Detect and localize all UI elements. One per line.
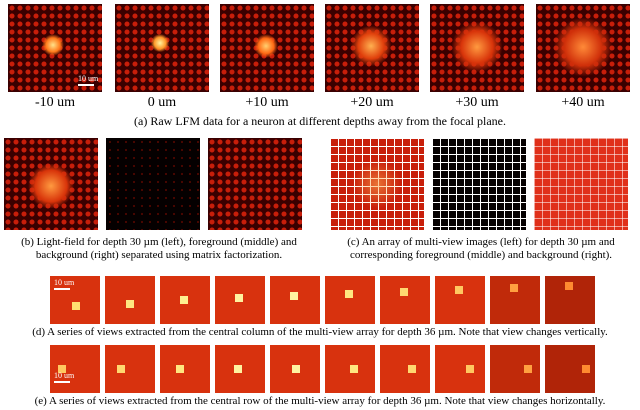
hot-spot: [524, 365, 532, 373]
scale-bar-label: 10 um: [54, 278, 75, 287]
view-tile-d-5: [270, 276, 320, 324]
view-tile-d-6: [325, 276, 375, 324]
hot-spot: [345, 290, 353, 298]
caption-d: (d) A series of views extracted from the…: [32, 326, 608, 338]
hot-spot: [452, 22, 502, 72]
hot-spot: [582, 365, 590, 373]
hot-spot: [234, 365, 242, 373]
hot-spot: [554, 18, 612, 76]
hot-spot: [28, 164, 74, 208]
hot-spot: [350, 365, 358, 373]
hot-spot: [72, 302, 80, 310]
hot-spot: [254, 34, 278, 58]
view-tile-d-2: [105, 276, 155, 324]
hot-spot: [117, 365, 125, 373]
depth-label: +10 um: [245, 95, 289, 110]
hot-spot: [58, 365, 66, 373]
caption-a: (a) Raw LFM data for a neuron at differe…: [134, 114, 506, 128]
view-tile-e-10: [545, 345, 595, 393]
view-tile-d-4: [215, 276, 265, 324]
view-tile-d-1: 10 um: [50, 276, 100, 324]
lfm-panel-plus40: [536, 4, 630, 92]
hot-spot: [565, 282, 573, 290]
multiview-foreground-panel: [432, 138, 526, 230]
caption-c: (c) An array of multi-view images (left)…: [347, 236, 615, 261]
scale-bar: 10 um: [78, 74, 98, 86]
depth-label: +40 um: [561, 95, 605, 110]
hot-spot: [351, 26, 391, 66]
multiview-background-panel: [534, 138, 628, 230]
view-tile-e-3: [160, 345, 210, 393]
lfm-panel-plus10: [220, 4, 314, 92]
view-tile-e-1: 10 um: [50, 345, 100, 393]
view-tile-e-6: [325, 345, 375, 393]
view-tile-d-3: [160, 276, 210, 324]
caption-b: (b) Light-field for depth 30 µm (left), …: [21, 236, 297, 261]
depth-label: 0 um: [147, 95, 177, 110]
view-tile-e-7: [380, 345, 430, 393]
multiview-array-panel: [330, 138, 424, 230]
hot-spot: [455, 286, 463, 294]
depth-label: +30 um: [455, 95, 499, 110]
scale-bar: 10 um: [54, 278, 74, 290]
hot-spot: [180, 296, 188, 304]
hot-spot: [235, 294, 243, 302]
foreground-panel: [106, 138, 200, 230]
hot-spot: [510, 284, 518, 292]
hot-spot: [352, 160, 402, 208]
hot-spot: [290, 292, 298, 300]
hot-spot: [292, 365, 300, 373]
hot-spot: [42, 34, 64, 56]
depth-label: -10 um: [34, 95, 76, 110]
lfm-panel-0: [115, 4, 209, 92]
hot-spot: [151, 34, 169, 52]
hot-spot: [126, 300, 134, 308]
view-tile-e-2: [105, 345, 155, 393]
view-tile-d-10: [545, 276, 595, 324]
depth-label: +20 um: [350, 95, 394, 110]
hot-spot: [176, 365, 184, 373]
scale-bar-label: 10 um: [54, 371, 75, 380]
lfm-panel-plus20: [325, 4, 419, 92]
lfm-panel-plus30: [430, 4, 524, 92]
view-tile-d-9: [490, 276, 540, 324]
scale-bar-label: 10 um: [78, 74, 99, 83]
hot-spot: [400, 288, 408, 296]
view-tile-d-7: [380, 276, 430, 324]
scale-bar: 10 um: [54, 371, 74, 383]
view-tile-d-8: [435, 276, 485, 324]
view-tile-e-4: [215, 345, 265, 393]
lfm-panel-minus10: 10 um: [8, 4, 102, 92]
hot-spot: [408, 365, 416, 373]
view-tile-e-5: [270, 345, 320, 393]
lightfield-panel: [4, 138, 98, 230]
hot-spot: [466, 365, 474, 373]
background-panel: [208, 138, 302, 230]
view-tile-e-9: [490, 345, 540, 393]
view-tile-e-8: [435, 345, 485, 393]
caption-e: (e) A series of views extracted from the…: [34, 395, 606, 407]
